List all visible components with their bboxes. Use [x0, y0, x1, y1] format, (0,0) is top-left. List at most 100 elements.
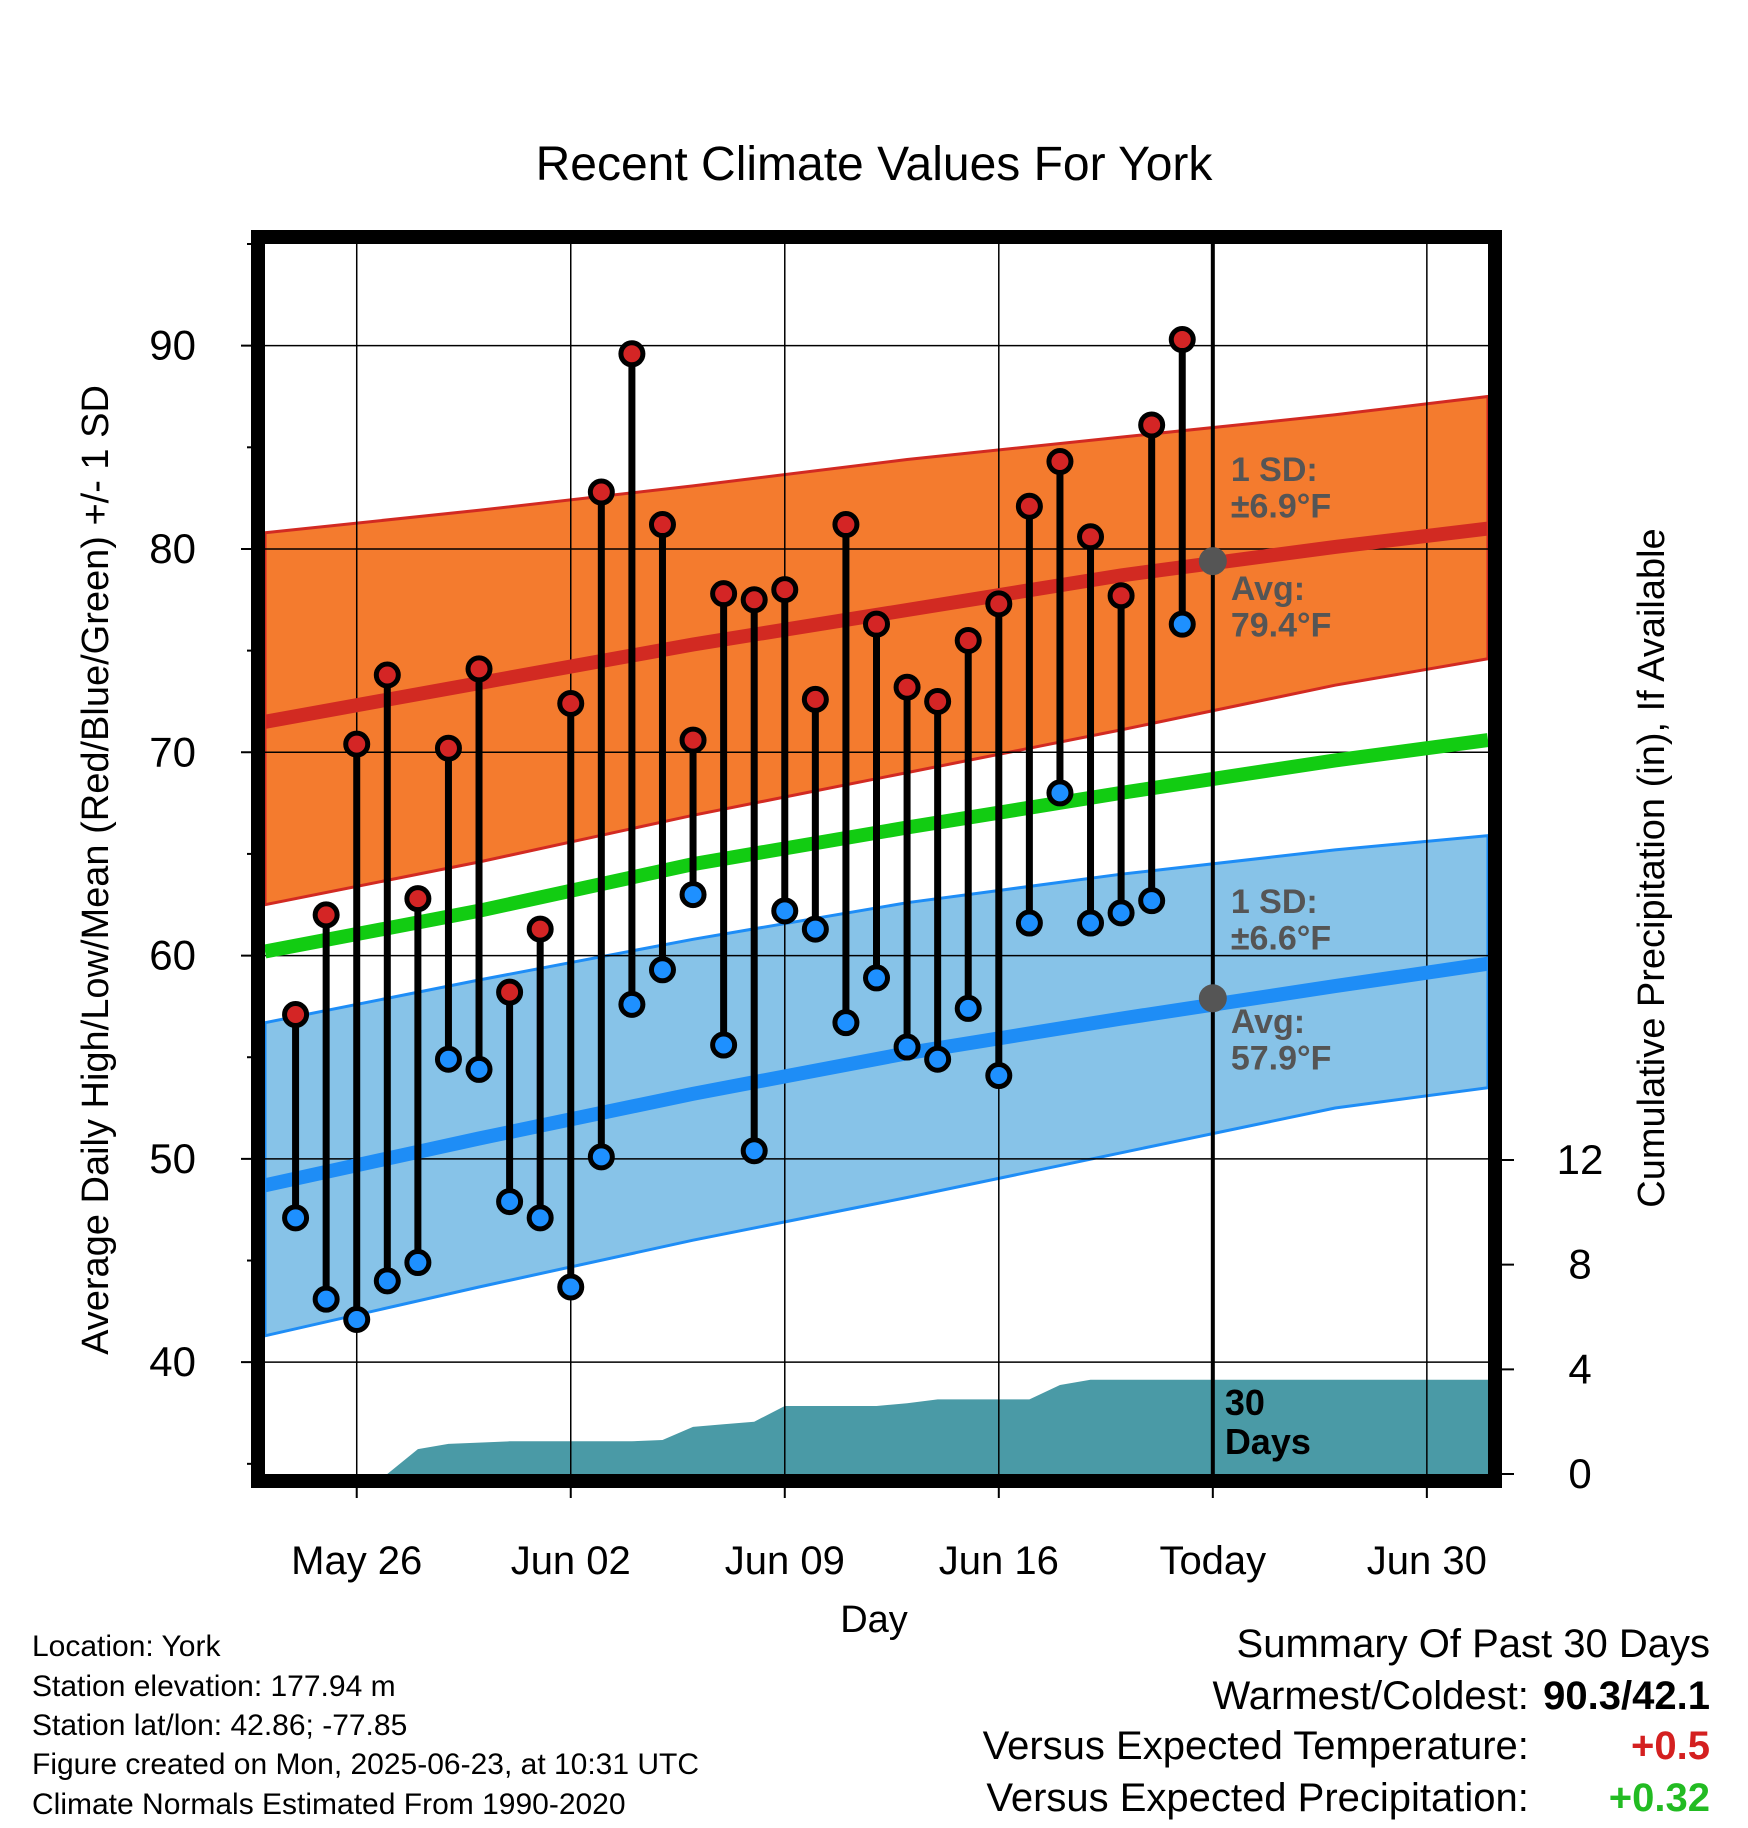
daily-high-point [1138, 411, 1166, 439]
y-tick-label-left: 70 [149, 728, 196, 775]
daily-high-point [465, 655, 493, 683]
y-tick-label-left: 90 [149, 322, 196, 369]
y-tick-label-left: 40 [149, 1338, 196, 1385]
daily-low-point [1168, 610, 1196, 638]
chart-title: Recent Climate Values For York [536, 138, 1214, 191]
daily-high-point [893, 673, 921, 701]
daily-low-point [343, 1305, 371, 1333]
daily-low-point [679, 881, 707, 909]
daily-low-point [1138, 887, 1166, 915]
summary-heading: Summary Of Past 30 Days [1236, 1622, 1710, 1666]
daily-high-point [740, 586, 768, 614]
daily-high-point [343, 730, 371, 758]
daily-high-point [710, 580, 738, 608]
daily-high-point [526, 915, 554, 943]
y-tick-label-right: 12 [1557, 1136, 1604, 1183]
high-avg-annotation: Avg: 79.4°F [1231, 570, 1332, 645]
temp-label: Versus Expected Temperature: [982, 1724, 1529, 1768]
precip-area [295, 1379, 1489, 1474]
daily-low-point [954, 994, 982, 1022]
today-low-avg-marker [1198, 984, 1227, 1013]
daily-high-point [1077, 523, 1105, 551]
summary-temp: Versus Expected Temperature: +0.5 [983, 1726, 1710, 1766]
daily-low-point [801, 915, 829, 943]
daily-low-point [526, 1204, 554, 1232]
daily-low-point [1015, 909, 1043, 937]
daily-low-point [1107, 899, 1135, 927]
daily-high-point [312, 901, 340, 929]
daily-low-point [985, 1062, 1013, 1090]
x-tick-label: Today [1159, 1539, 1266, 1583]
daily-low-point [771, 897, 799, 925]
daily-low-point [496, 1188, 524, 1216]
low-sd-annotation: 1 SD: ±6.6°F [1231, 883, 1331, 958]
daily-low-point [618, 990, 646, 1018]
daily-low-point [1046, 779, 1074, 807]
y-axis-label-left: Average Daily High/Low/Mean (Red/Blue/Gr… [75, 385, 117, 1355]
precip-value: +0.32 [1608, 1776, 1710, 1820]
daily-low-point [557, 1273, 585, 1301]
daily-high-point [954, 626, 982, 654]
daily-low-point [587, 1143, 615, 1171]
y-tick-label-left: 80 [149, 525, 196, 572]
y-tick-label-left: 50 [149, 1135, 196, 1182]
daily-high-point [434, 734, 462, 762]
x-tick-label: Jun 09 [725, 1539, 845, 1583]
plot-frame [251, 230, 1502, 1488]
warm-cold-label: Warmest/Coldest: [1212, 1674, 1529, 1718]
daily-low-point [863, 964, 890, 992]
daily-high-point [648, 511, 676, 539]
daily-high-point [1046, 448, 1074, 476]
temp-value: +0.5 [1631, 1724, 1710, 1768]
daily-high-point [557, 689, 585, 717]
daily-low-point [1077, 909, 1105, 937]
x-tick-label: Jun 16 [939, 1539, 1059, 1583]
y-tick-label-left: 60 [149, 932, 196, 979]
x-tick-label: May 26 [291, 1539, 422, 1583]
elevation-text: Station elevation: 177.94 m [32, 1670, 396, 1703]
daily-low-point [373, 1267, 401, 1295]
low-avg-annotation: Avg: 57.9°F [1231, 1003, 1332, 1078]
daily-high-point [1107, 582, 1135, 610]
daily-low-point [312, 1285, 340, 1313]
daily-high-point [771, 576, 799, 604]
daily-low-point [648, 956, 676, 984]
warm-cold-value: 90.3/42.1 [1543, 1674, 1710, 1718]
days-annotation: 30 Days [1225, 1382, 1311, 1462]
y-tick-label-right: 4 [1568, 1345, 1591, 1392]
daily-high-point [373, 661, 401, 689]
daily-low-point [710, 1031, 738, 1059]
daily-high-point [282, 1001, 310, 1029]
x-axis-label: Day [840, 1599, 908, 1641]
summary-warm-cold: Warmest/Coldest: 90.3/42.1 [1213, 1676, 1711, 1716]
daily-low-point [924, 1045, 952, 1073]
daily-high-point [1015, 492, 1043, 520]
daily-high-point [924, 687, 952, 715]
y-tick-label-right: 8 [1568, 1241, 1591, 1288]
daily-low-point [282, 1204, 310, 1232]
summary-precip: Versus Expected Precipitation: +0.32 [986, 1778, 1710, 1818]
x-tick-label: Jun 02 [511, 1539, 631, 1583]
daily-low-point [893, 1033, 921, 1061]
normals-text: Climate Normals Estimated From 1990-2020 [32, 1788, 626, 1821]
x-tick-label: Jun 30 [1367, 1539, 1487, 1583]
daily-high-point [801, 685, 829, 713]
precip-label: Versus Expected Precipitation: [986, 1776, 1529, 1820]
daily-high-point [832, 511, 860, 539]
location-text: Location: York [32, 1630, 221, 1663]
daily-high-point [404, 885, 432, 913]
daily-high-point [587, 478, 615, 506]
daily-high-point [496, 978, 524, 1006]
daily-low-point [465, 1055, 493, 1083]
y-tick-label-right: 0 [1568, 1450, 1591, 1497]
created-text: Figure created on Mon, 2025-06-23, at 10… [32, 1748, 700, 1781]
daily-high-point [863, 610, 890, 638]
daily-high-point [1168, 326, 1196, 354]
daily-high-point [679, 726, 707, 754]
daily-high-point [985, 590, 1013, 618]
y-axis-label-right: Cumulative Precipitation (in), If Availa… [1631, 528, 1673, 1207]
daily-high-point [618, 340, 646, 368]
daily-low-point [404, 1249, 432, 1277]
daily-low-point [740, 1137, 768, 1165]
